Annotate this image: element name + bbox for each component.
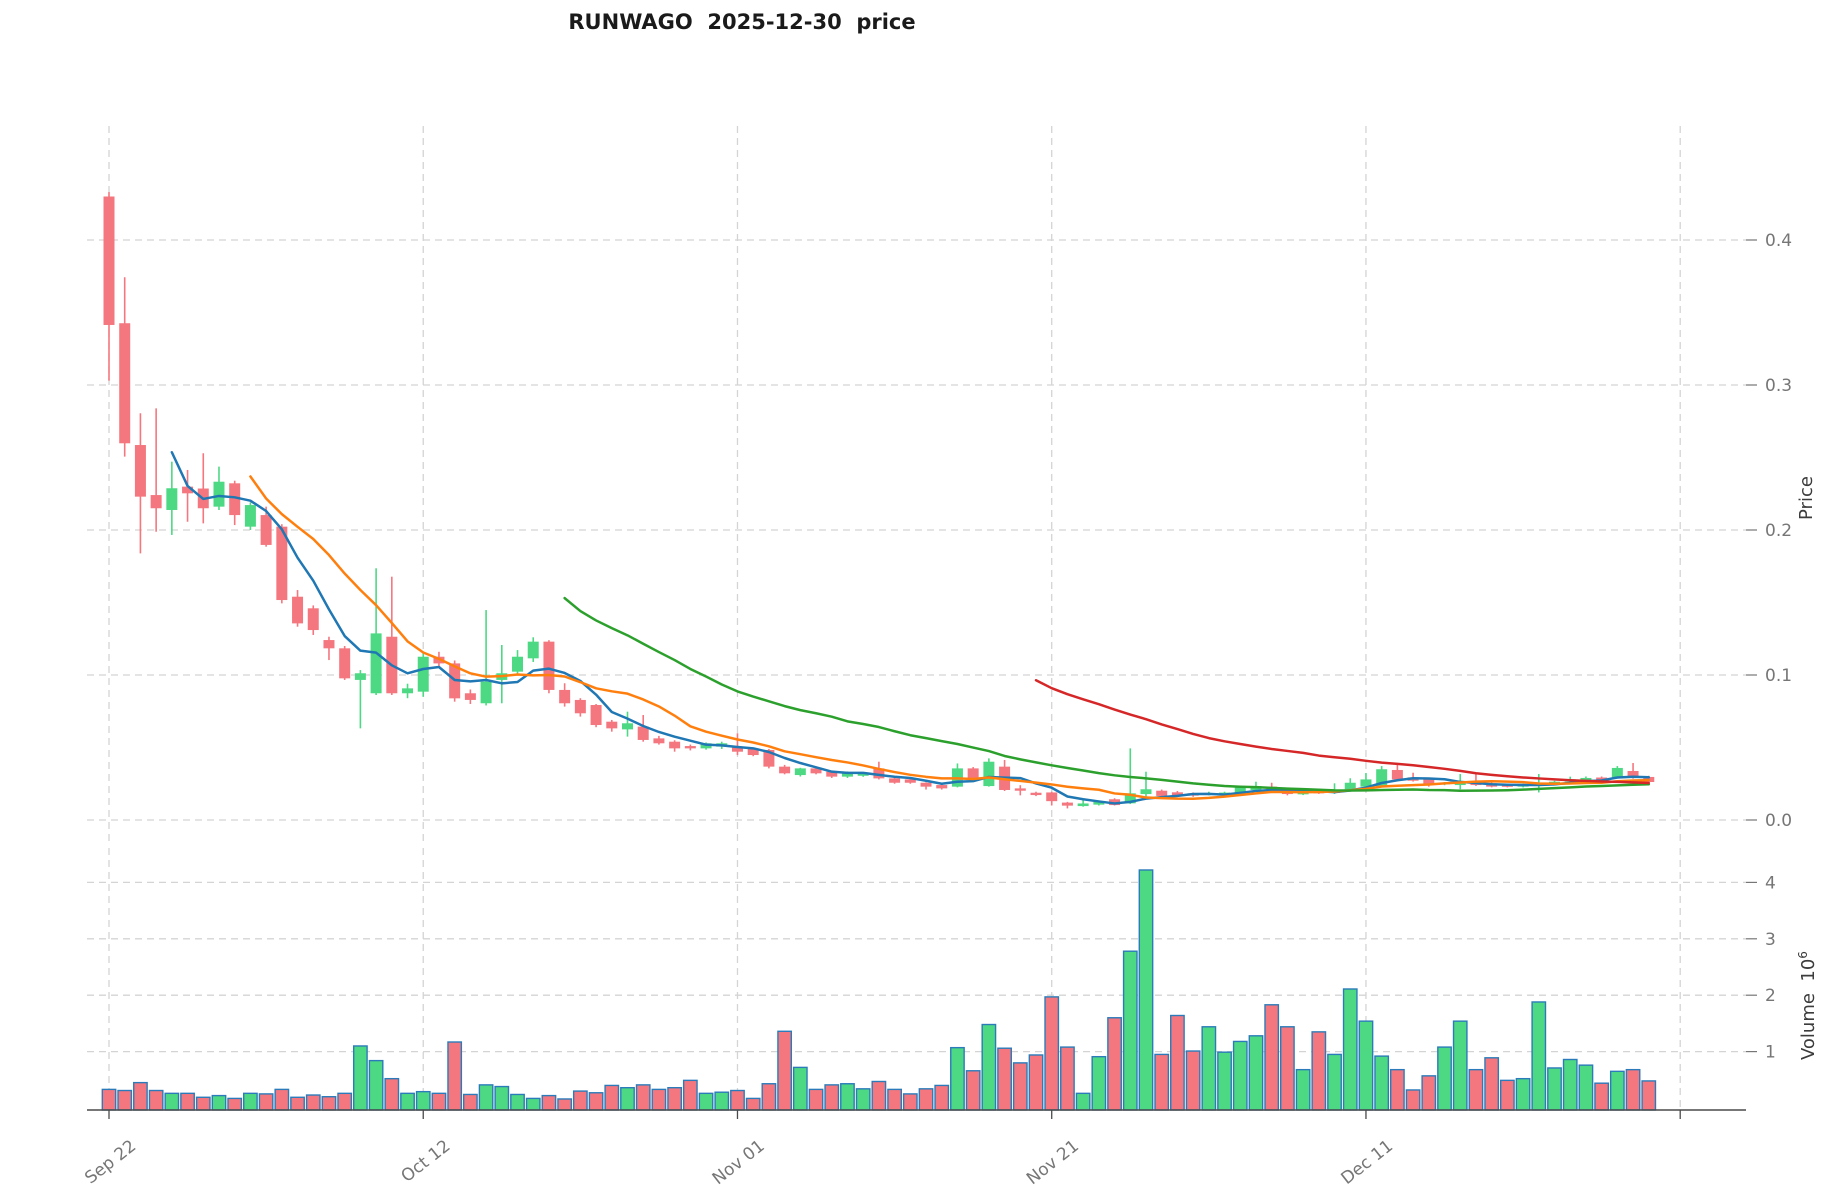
- price-axis-label-text: Price: [1796, 476, 1817, 520]
- svg-text:Sep 22: Sep 22: [81, 1136, 140, 1188]
- svg-text:3: 3: [1765, 930, 1776, 950]
- svg-text:Oct 12: Oct 12: [398, 1136, 455, 1187]
- volume-axis-scale-exp: 6: [1796, 951, 1810, 959]
- volume-axis-label-text: Volume: [1798, 993, 1819, 1060]
- price-axis-label: Price: [1796, 476, 1817, 520]
- volume-axis-scale-base: 10: [1798, 958, 1819, 982]
- svg-text:4: 4: [1765, 873, 1776, 893]
- svg-text:Dec 11: Dec 11: [1337, 1136, 1397, 1189]
- chart-title: RUNWAGO 2025-12-30 price: [568, 10, 916, 34]
- svg-text:2: 2: [1765, 986, 1776, 1006]
- volume-axis-label: Volume 106: [1796, 951, 1819, 1060]
- svg-text:Nov 21: Nov 21: [1023, 1136, 1083, 1189]
- svg-text:0.0: 0.0: [1765, 811, 1792, 831]
- svg-text:0.3: 0.3: [1765, 376, 1792, 396]
- svg-text:0.1: 0.1: [1765, 666, 1792, 686]
- svg-text:1: 1: [1765, 1043, 1776, 1063]
- svg-text:0.2: 0.2: [1765, 521, 1792, 541]
- svg-text:0.4: 0.4: [1765, 231, 1792, 251]
- svg-text:Nov 01: Nov 01: [709, 1136, 769, 1189]
